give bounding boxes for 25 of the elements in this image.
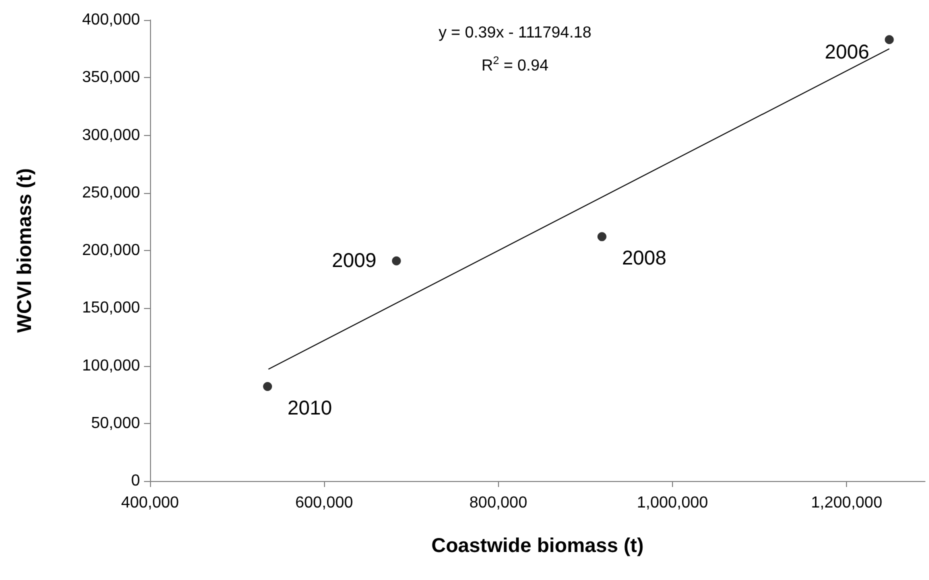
y-tick-label: 350,000 (82, 69, 140, 86)
x-axis-title: Coastwide biomass (t) (431, 535, 644, 557)
annotation: 2009 (332, 250, 376, 272)
y-tick-label: 0 (131, 472, 140, 490)
point (392, 256, 401, 266)
x-tick-label: 1,200,000 (811, 494, 882, 512)
y-tick-label: 100,000 (82, 357, 140, 374)
y-tick-label: 50,000 (91, 414, 140, 432)
point (263, 382, 272, 391)
x-tick-label: 800,000 (469, 494, 528, 512)
point (884, 35, 894, 44)
y-tick-label: 200,000 (82, 242, 140, 259)
y-tick-label: 300,000 (82, 126, 140, 144)
y-tick-label: 250,000 (82, 184, 140, 202)
y-axis-title: WCVI biomass (t) (14, 168, 36, 333)
y-tick-label: 150,000 (82, 300, 140, 317)
y-tick-label: 400,000 (82, 12, 140, 28)
x-tick-label: 1,000,000 (636, 494, 708, 512)
annotation: 2006 (824, 42, 870, 64)
x-tick-label: 600,000 (295, 494, 354, 512)
x-tick-label: 400,000 (121, 494, 180, 512)
annotation: y = 0.39x - 111794.18 (438, 24, 592, 42)
annotation: 2008 (622, 248, 666, 270)
annotation: 2010 (288, 397, 332, 420)
point (597, 232, 606, 242)
